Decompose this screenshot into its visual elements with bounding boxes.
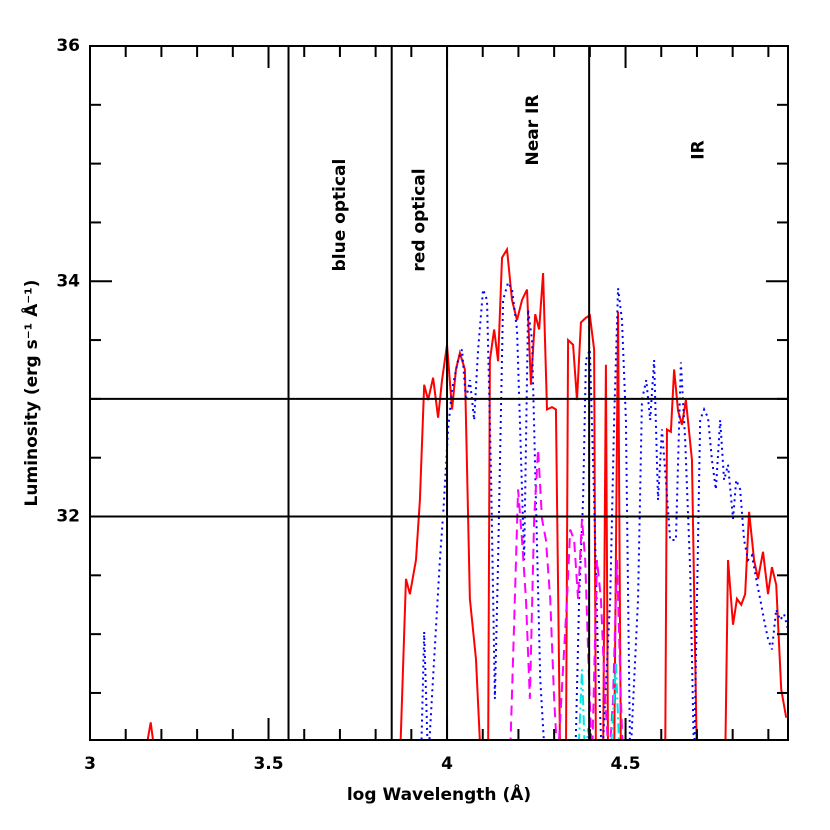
data-line: [509, 449, 624, 740]
y-axis-label: Luminosity (erg s⁻¹ Å⁻¹): [19, 280, 42, 507]
y-tick-label: 32: [56, 507, 80, 527]
data-line: [146, 246, 788, 740]
region-label: IR: [689, 140, 709, 159]
x-tick-label: 3.5: [253, 754, 283, 774]
x-tick-label: 3: [84, 754, 96, 774]
x-tick-label: 4: [441, 754, 453, 774]
y-tick-label: 36: [56, 36, 80, 56]
data-line: [578, 663, 620, 740]
plot-lines: [146, 246, 788, 740]
x-tick-label: 4.5: [610, 754, 640, 774]
region-label: red optical: [409, 168, 429, 271]
region-label: blue optical: [330, 159, 350, 272]
x-axis-label: log Wavelength (Å): [347, 782, 531, 805]
region-label: Near IR: [523, 95, 543, 166]
y-tick-label: 34: [56, 271, 80, 291]
plot-frame: [89, 45, 789, 741]
